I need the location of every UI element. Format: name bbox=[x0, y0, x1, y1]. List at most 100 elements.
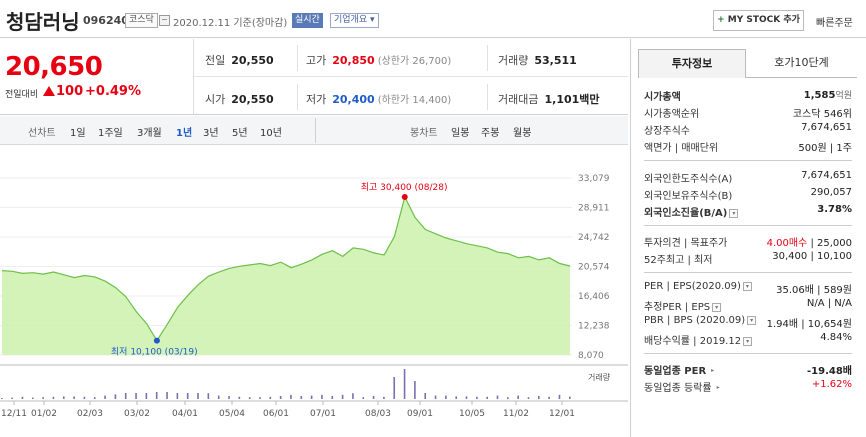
volume-bar bbox=[93, 397, 96, 399]
add-mystock-button[interactable]: + MY STOCK 추가 bbox=[713, 10, 804, 31]
div-value: 4.84% bbox=[820, 332, 852, 343]
period-5y[interactable]: 5년 bbox=[232, 128, 248, 139]
candle-monthly[interactable]: 월봉 bbox=[513, 128, 532, 139]
volume-bar bbox=[507, 397, 509, 399]
y-tick-label: 16,406 bbox=[578, 292, 610, 302]
volume-bar bbox=[476, 396, 478, 399]
sector-per-value: -19.48배 bbox=[807, 366, 852, 377]
calendar-icon bbox=[159, 15, 170, 26]
help-icon[interactable]: ▸ bbox=[711, 366, 715, 374]
realtime-button[interactable]: 실시간 bbox=[292, 13, 323, 28]
dividend-yield: 배당수익률 | 2019.12 ▾ 4.84% bbox=[644, 332, 852, 348]
max-point bbox=[401, 193, 408, 200]
period-10y[interactable]: 10년 bbox=[260, 128, 282, 139]
opinion-value: 4.00매수 | 25,000 bbox=[766, 238, 852, 249]
volume-bar bbox=[114, 394, 117, 399]
open-price: 시가 20,550 bbox=[205, 91, 274, 107]
volume-bar bbox=[300, 396, 303, 399]
volume-bar bbox=[558, 394, 561, 399]
volume-bars bbox=[1, 369, 571, 399]
up-arrow-icon bbox=[43, 86, 55, 96]
chevron-down-icon: ▾ bbox=[370, 15, 375, 25]
foreign-hold: 외국인보유주식수(B) 290,057 bbox=[644, 187, 852, 203]
volume-bar bbox=[455, 396, 457, 399]
sector-change: 동일업종 등락률 ▸ +1.62% bbox=[644, 379, 852, 395]
amount-label: 거래대금 bbox=[498, 93, 539, 106]
volume-bar bbox=[548, 396, 550, 399]
price-chart[interactable]: 33,079 28,911 24,742 20,574 16,406 12,238 8,07… bbox=[0, 146, 628, 437]
sector-chg-label: 동일업종 등락률 bbox=[644, 383, 712, 394]
x-tick-label: 12/11 bbox=[1, 409, 27, 419]
help-icon[interactable]: ▸ bbox=[716, 383, 720, 391]
help-icon[interactable]: ▾ bbox=[742, 281, 752, 291]
stock-code: 096240 bbox=[83, 14, 129, 27]
period-1y[interactable]: 1년 bbox=[176, 128, 193, 139]
quick-order-button[interactable]: 빠른주문 bbox=[816, 18, 853, 29]
help-icon[interactable]: ▾ bbox=[712, 302, 722, 312]
candle-daily[interactable]: 일봉 bbox=[451, 128, 470, 139]
company-info-dropdown[interactable]: 기업개요 ▾ bbox=[330, 13, 379, 28]
volume-bar bbox=[527, 397, 530, 399]
volume-bar bbox=[569, 396, 571, 399]
volume-bar bbox=[238, 396, 241, 399]
help-icon[interactable]: ▾ bbox=[729, 208, 739, 218]
period-3y[interactable]: 3년 bbox=[203, 128, 219, 139]
candle-weekly[interactable]: 주봉 bbox=[481, 128, 500, 139]
volume-bar bbox=[496, 395, 499, 399]
tab-invest[interactable]: 투자정보 bbox=[638, 49, 746, 78]
y-tick-label: 8,070 bbox=[578, 351, 604, 361]
divider bbox=[487, 84, 488, 110]
par-label: 액면가 | 매매단위 bbox=[644, 143, 719, 154]
div-label: 배당수익률 | 2019.12 bbox=[644, 336, 742, 347]
volume-bar bbox=[424, 393, 427, 399]
volume-bar bbox=[372, 396, 375, 399]
est-per-label: 추정PER | EPS bbox=[644, 302, 711, 313]
per-label: PER | EPS(2020.09) bbox=[644, 281, 741, 292]
volume-bar bbox=[166, 392, 168, 399]
volume-bar bbox=[21, 396, 24, 399]
period-1w[interactable]: 1주일 bbox=[98, 128, 123, 139]
est-per-eps: 추정PER | EPS ▾ N/A | N/A bbox=[644, 298, 852, 314]
volume-bar bbox=[42, 397, 44, 399]
market-cap-unit: 억원 bbox=[835, 91, 852, 101]
y-tick-label: 20,574 bbox=[578, 263, 610, 273]
pbr-bps: PBR | BPS (2020.09) ▾ 1.94배 | 10,654원 bbox=[644, 315, 852, 331]
sector-per-label-wrap: 동일업종 PER ▸ bbox=[644, 362, 717, 377]
foreign-ratio-label: 외국인소진율(B/A) bbox=[644, 208, 728, 219]
volume-bar bbox=[517, 395, 519, 399]
volume-bar bbox=[248, 397, 251, 399]
volume-bar bbox=[331, 396, 334, 399]
price-area bbox=[2, 197, 570, 355]
week52-label: 52주최고 | 최저 bbox=[644, 255, 713, 266]
period-1d[interactable]: 1일 bbox=[70, 128, 86, 139]
low-label: 저가 bbox=[306, 93, 327, 106]
stock-header bbox=[0, 0, 866, 38]
help-icon[interactable]: ▾ bbox=[747, 315, 757, 325]
rank-value: 코스닥 546위 bbox=[792, 109, 852, 120]
est-per-label-wrap: 추정PER | EPS ▾ bbox=[644, 298, 722, 313]
volume-bar bbox=[538, 396, 540, 399]
divider bbox=[644, 272, 852, 273]
y-tick-label: 12,238 bbox=[578, 322, 610, 332]
volume-bar bbox=[290, 394, 292, 399]
divider bbox=[487, 45, 488, 71]
candle-chart-label: 봉차트 bbox=[410, 128, 438, 139]
line-chart-label: 선차트 bbox=[28, 128, 56, 139]
divider bbox=[297, 84, 298, 110]
period-3m[interactable]: 3개월 bbox=[137, 128, 162, 139]
volume-bar bbox=[217, 395, 220, 399]
y-tick-label: 24,742 bbox=[578, 233, 610, 243]
volume-bar bbox=[310, 395, 313, 399]
trade-amount: 거래대금 1,101백만 bbox=[498, 91, 600, 107]
market-badge: 코스닥 bbox=[125, 13, 158, 28]
volume-bar bbox=[414, 381, 416, 399]
amount-value: 1,101 bbox=[544, 93, 580, 106]
volume-bar bbox=[486, 396, 488, 399]
help-icon[interactable]: ▾ bbox=[743, 336, 753, 346]
tab-hoga[interactable]: 호가10단계 bbox=[746, 49, 857, 78]
volume-bar bbox=[321, 394, 323, 399]
volume-bar bbox=[279, 396, 282, 399]
open-value: 20,550 bbox=[231, 93, 274, 106]
volume-bar bbox=[362, 397, 365, 399]
x-tick-label: 02/03 bbox=[77, 409, 103, 419]
